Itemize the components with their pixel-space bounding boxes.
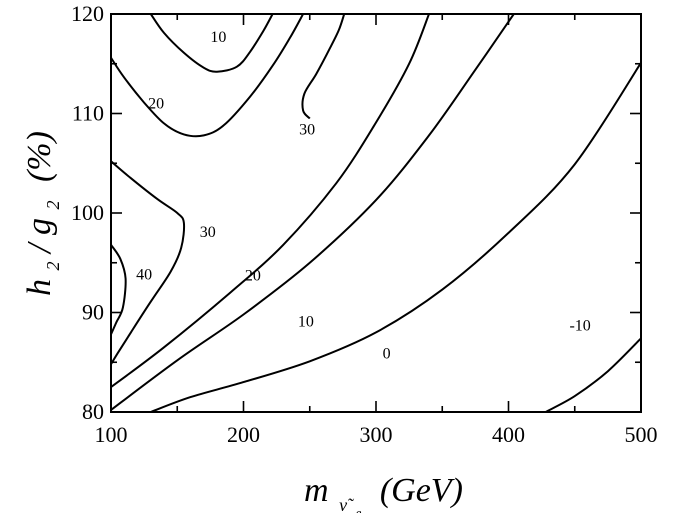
svg-text:h 2 / g: h 2 / g 2 (%) xyxy=(21,131,67,296)
contour-line-40 xyxy=(111,244,127,335)
contour-labels: 10 20 30 30 40 20 10 0 -10 xyxy=(136,29,591,362)
y-tick-label: 110 xyxy=(72,101,104,126)
y-tick-label: 90 xyxy=(82,300,104,325)
contour-label-30: 30 xyxy=(200,224,216,241)
y-axis-title-g-sub: 2 xyxy=(43,201,63,210)
x-axis-title-sub-e: e xyxy=(356,505,362,513)
contour-line-20 xyxy=(111,14,430,388)
x-tick-label: 300 xyxy=(360,422,393,447)
y-tick-label: 120 xyxy=(71,1,104,26)
contour-line-30 xyxy=(301,14,346,120)
x-axis-title: m ν̃ e (GeV) xyxy=(304,472,463,513)
y-axis-title: h 2 / g 2 (%) xyxy=(21,131,67,296)
contour-label-20: 20 xyxy=(148,96,164,113)
contour-line-20 xyxy=(111,14,304,138)
axis-ticks xyxy=(110,13,642,413)
y-tick-label: 100 xyxy=(71,200,104,225)
contour-label-0: 0 xyxy=(383,345,391,362)
y-axis-title-g: g xyxy=(21,218,58,235)
x-tick-label: 100 xyxy=(95,422,128,447)
x-axis-title-unit: (GeV) xyxy=(380,472,463,509)
contour-label-20: 20 xyxy=(245,268,261,285)
contour-line-0 xyxy=(150,62,641,412)
contour-line-10 xyxy=(149,14,274,73)
contour-lines xyxy=(111,14,641,412)
y-axis-title-h: h xyxy=(21,279,58,296)
y-axis-title-h-sub: 2 xyxy=(43,262,63,271)
contour-label-40: 40 xyxy=(136,267,152,284)
y-axis-title-slash: / xyxy=(21,240,58,255)
contour-line--10 xyxy=(545,337,641,412)
contour-label-30: 30 xyxy=(299,121,315,138)
plot-frame xyxy=(110,13,642,413)
x-axis-title-sub-nu: ν̃ xyxy=(339,495,355,513)
x-axis-title-m: m xyxy=(304,472,329,509)
contour-label--10: -10 xyxy=(569,317,590,334)
x-tick-label: 500 xyxy=(625,422,658,447)
y-axis-title-unit: (%) xyxy=(21,131,58,182)
contour-line-30 xyxy=(111,160,186,365)
contour-label-10: 10 xyxy=(210,29,226,46)
contour-line-10 xyxy=(111,14,515,411)
y-tick-label: 80 xyxy=(82,399,104,424)
x-tick-label: 400 xyxy=(492,422,525,447)
contour-label-10: 10 xyxy=(298,313,314,330)
x-tick-label: 200 xyxy=(227,422,260,447)
